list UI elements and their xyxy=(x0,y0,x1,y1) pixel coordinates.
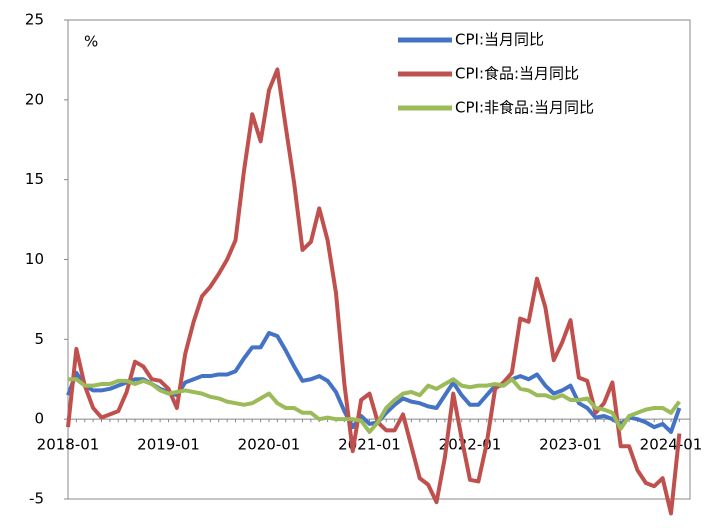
y-tick-label: 0 xyxy=(34,410,44,428)
x-tick-label: 2018-01 xyxy=(37,436,100,454)
y-tick-label: -5 xyxy=(29,490,44,508)
y-axis-label: % xyxy=(84,33,98,51)
plot-frame xyxy=(67,19,691,500)
x-tick-label: 2019-01 xyxy=(137,436,200,454)
x-tick-label: 2021-01 xyxy=(338,436,401,454)
x-tick-label: 2023-01 xyxy=(539,436,602,454)
legend-label: CPI:当月同比 xyxy=(455,31,544,49)
x-tick-label: 2024-01 xyxy=(640,436,703,454)
x-tick-label: 2020-01 xyxy=(238,436,301,454)
legend-label: CPI:食品:当月同比 xyxy=(455,65,579,83)
y-tick-label: 25 xyxy=(25,11,44,29)
y-tick-label: 10 xyxy=(25,250,44,268)
legend-label: CPI:非食品:当月同比 xyxy=(455,99,594,117)
y-tick-label: 20 xyxy=(25,90,44,108)
y-tick-label: 15 xyxy=(25,170,44,188)
series-line xyxy=(68,377,681,434)
y-tick-label: 5 xyxy=(34,330,44,348)
